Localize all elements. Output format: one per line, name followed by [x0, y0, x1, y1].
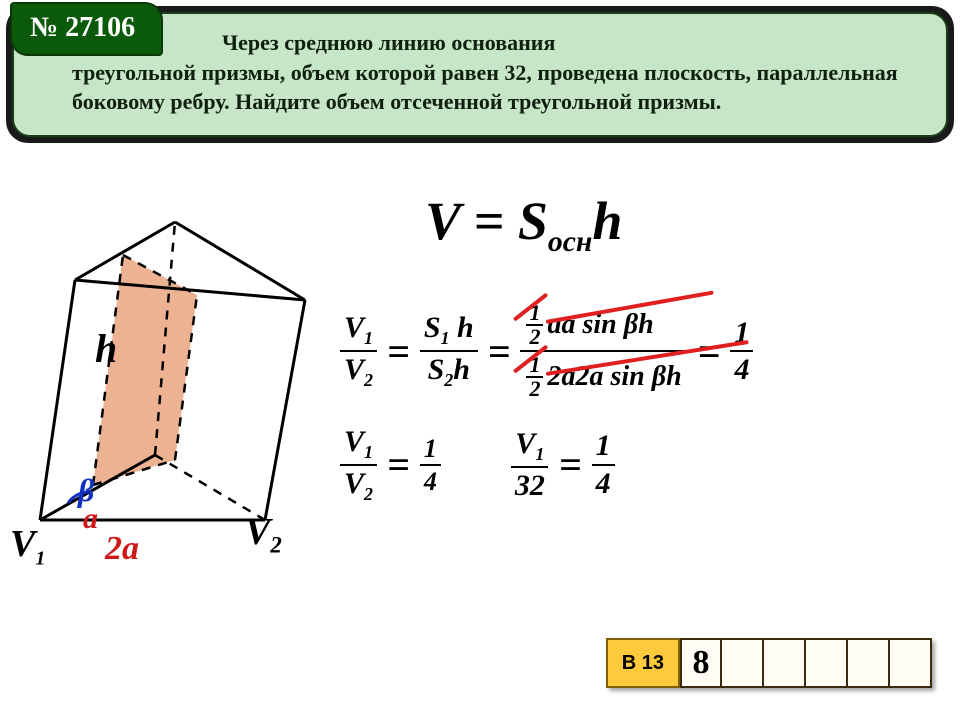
- label-a: a: [83, 502, 98, 536]
- frac-v1-v2: V1 V2: [340, 312, 377, 390]
- answer-cell-4[interactable]: [848, 638, 890, 688]
- label-h: h: [95, 325, 117, 372]
- frac-v1-v2-b: V1 V2: [340, 426, 377, 504]
- problem-first-line: Через среднюю линию основания: [72, 28, 928, 58]
- answer-cell-1[interactable]: [722, 638, 764, 688]
- eq-row-2b: V1 32 = 1 4: [511, 428, 615, 501]
- problem-text: Через среднюю линию основания треугольно…: [32, 26, 928, 117]
- answer-cell-2[interactable]: [764, 638, 806, 688]
- answer-box: В 13 8: [606, 638, 932, 688]
- derivation-area: V1 V2 = S1 h S2h = 12 aa sin βh 12 2a2a …: [340, 300, 950, 528]
- answer-cell-5[interactable]: [890, 638, 932, 688]
- main-volume-formula: V = Sоснh: [425, 190, 622, 259]
- label-v1: V1: [10, 522, 45, 571]
- frac-1-4-b: 1 4: [420, 435, 441, 496]
- label-2a: 2a: [105, 530, 139, 568]
- problem-header: № 27106 Через среднюю линию основания тр…: [12, 12, 948, 137]
- answer-cells: 8: [680, 638, 932, 688]
- equals-1: =: [377, 328, 420, 375]
- prism-diagram: h β a 2a V1 V2: [10, 210, 320, 570]
- problem-rest: треугольной призмы, объем которой равен …: [72, 60, 898, 115]
- frac-1-4: 1 4: [730, 317, 753, 386]
- eq-row-2: V1 V2 = 1 4 V1 32 = 1 4: [340, 426, 950, 504]
- answer-label: В 13: [606, 638, 680, 688]
- frac-expanded: 12 aa sin βh 12 2a2a sin βh: [520, 300, 687, 402]
- equals-2: =: [478, 328, 521, 375]
- frac-v1-32: V1 32: [511, 428, 549, 501]
- equals-4: =: [377, 441, 420, 488]
- eq-row-2a: V1 V2 = 1 4: [340, 426, 441, 504]
- problem-number-badge: № 27106: [10, 2, 163, 56]
- frac-s1h-s2h: S1 h S2h: [420, 312, 478, 390]
- problem-header-wrap: № 27106 Через среднюю линию основания тр…: [6, 6, 954, 143]
- equals-5: =: [549, 441, 592, 488]
- answer-cell-3[interactable]: [806, 638, 848, 688]
- eq-row-1: V1 V2 = S1 h S2h = 12 aa sin βh 12 2a2a …: [340, 300, 950, 402]
- label-v2: V2: [245, 510, 282, 559]
- answer-cell-0[interactable]: 8: [680, 638, 722, 688]
- frac-1-4-c: 1 4: [592, 430, 615, 499]
